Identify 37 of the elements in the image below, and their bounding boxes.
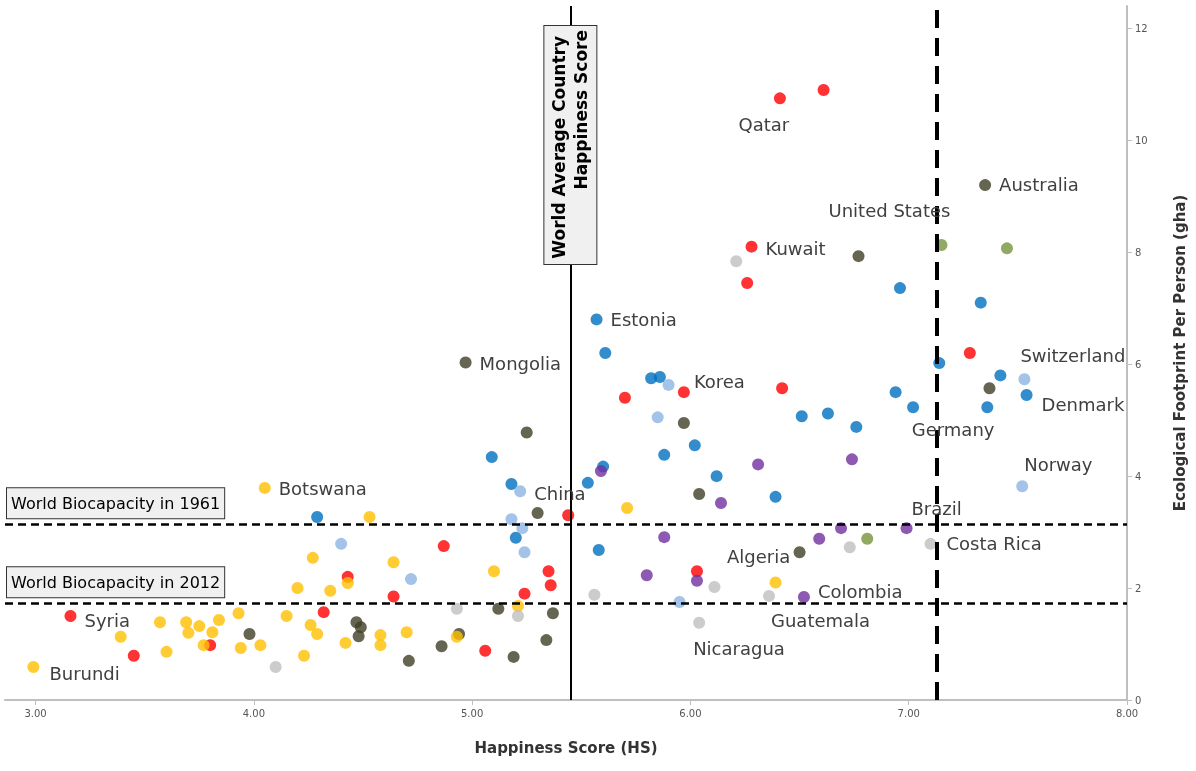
annotation: Costa Rica	[946, 533, 1042, 555]
y-axis-title: Ecological Footprint Per Person (gha)	[1170, 194, 1189, 512]
x-tick-label: 5.00	[461, 707, 484, 719]
y-tick-label: 4	[1135, 470, 1142, 482]
x-tick-label: 3.00	[24, 707, 47, 719]
annotation: Guatemala	[771, 610, 871, 632]
ref-line-label: World Biocapacity in 1961	[11, 493, 221, 513]
y-tick-label: 8	[1135, 246, 1142, 258]
ref-line-label: World Average Country Happiness Score	[549, 30, 592, 259]
annotation: Norway	[1024, 453, 1093, 475]
y-tick-label: 12	[1135, 22, 1148, 34]
y-tick-label: 6	[1135, 358, 1142, 370]
annotation: Qatar	[738, 113, 790, 135]
annotation: Colombia	[817, 580, 903, 602]
x-tick-label: 4.00	[242, 707, 265, 719]
annotation: Burundi	[49, 663, 120, 685]
annotation: Algeria	[726, 545, 791, 567]
annotation: Mongolia	[479, 353, 562, 375]
y-tick-label: 2	[1135, 582, 1142, 594]
annotation: Botswana	[278, 478, 367, 500]
annotation: Brazil	[911, 497, 962, 519]
x-tick-label: 6.00	[679, 707, 702, 719]
y-tick-label: 0	[1135, 694, 1142, 706]
x-tick-label: 8.00	[1115, 707, 1139, 719]
ref-line-label: World Biocapacity in 2012	[11, 572, 221, 592]
annotation: Korea	[693, 370, 745, 392]
x-tick-label: 7.00	[897, 707, 920, 719]
annotation: Australia	[999, 173, 1079, 195]
annotation: Syria	[84, 609, 130, 631]
annotation: Germany	[911, 418, 995, 440]
annotation: Nicaragua	[693, 638, 785, 660]
annotation: Denmark	[1041, 394, 1125, 416]
annotation: Switzerland	[1020, 344, 1126, 366]
annotation: Estonia	[610, 308, 677, 330]
annotation: Kuwait	[765, 238, 826, 260]
x-axis-title: Happiness Score (HS)	[474, 738, 658, 757]
y-tick-label: 10	[1135, 134, 1148, 146]
